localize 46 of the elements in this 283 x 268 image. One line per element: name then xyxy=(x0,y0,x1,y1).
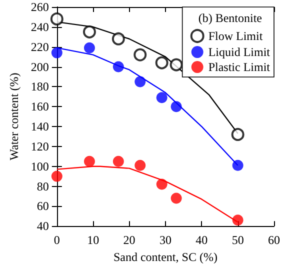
point xyxy=(82,25,96,38)
legend-label: Plastic Limit xyxy=(208,60,271,74)
y-tick-label: 240 xyxy=(30,20,49,34)
legend-label: Liquid Limit xyxy=(208,45,271,59)
legend-title: (b) Bentonite xyxy=(198,11,262,25)
point xyxy=(112,61,124,72)
x-tick-label: 60 xyxy=(268,233,280,248)
point xyxy=(134,76,146,88)
point xyxy=(84,42,95,54)
y-tick-label: 140 xyxy=(30,120,49,134)
point xyxy=(84,156,95,167)
point xyxy=(156,92,168,104)
x-axis-title: Sand content, SC (%) xyxy=(113,250,218,264)
y-tick-label: 40 xyxy=(36,219,49,234)
y-tick-label: 200 xyxy=(30,60,49,74)
y-tick-label: 60 xyxy=(36,199,49,214)
point xyxy=(51,170,62,182)
y-tick-label: 100 xyxy=(30,159,49,174)
y-tick-label: 180 xyxy=(30,80,49,94)
point xyxy=(170,58,183,72)
point xyxy=(134,160,146,171)
y-tick-label: 260 xyxy=(30,0,49,14)
point xyxy=(51,47,62,58)
point xyxy=(232,160,244,171)
x-tick-label: 0 xyxy=(54,233,60,248)
y-tick-label: 160 xyxy=(30,100,49,114)
y-tick-label: 80 xyxy=(36,179,49,194)
y-tick-label: 120 xyxy=(30,139,49,154)
point xyxy=(170,192,182,204)
y-axis-title: Water content (%) xyxy=(7,72,21,160)
point xyxy=(134,48,147,62)
x-tick-label: 30 xyxy=(159,233,172,248)
point xyxy=(232,214,244,226)
legend-label: Flow Limit xyxy=(208,29,264,43)
point xyxy=(112,32,125,46)
x-tick-label: 40 xyxy=(196,233,208,248)
point xyxy=(112,156,124,167)
y-tick-label: 220 xyxy=(30,40,49,54)
point xyxy=(170,101,182,112)
x-tick-label: 50 xyxy=(232,233,244,248)
x-tick-label: 10 xyxy=(87,233,100,248)
point xyxy=(231,128,244,141)
x-tick-label: 20 xyxy=(123,233,136,248)
point xyxy=(155,56,168,70)
point xyxy=(156,178,168,190)
point xyxy=(50,12,64,26)
